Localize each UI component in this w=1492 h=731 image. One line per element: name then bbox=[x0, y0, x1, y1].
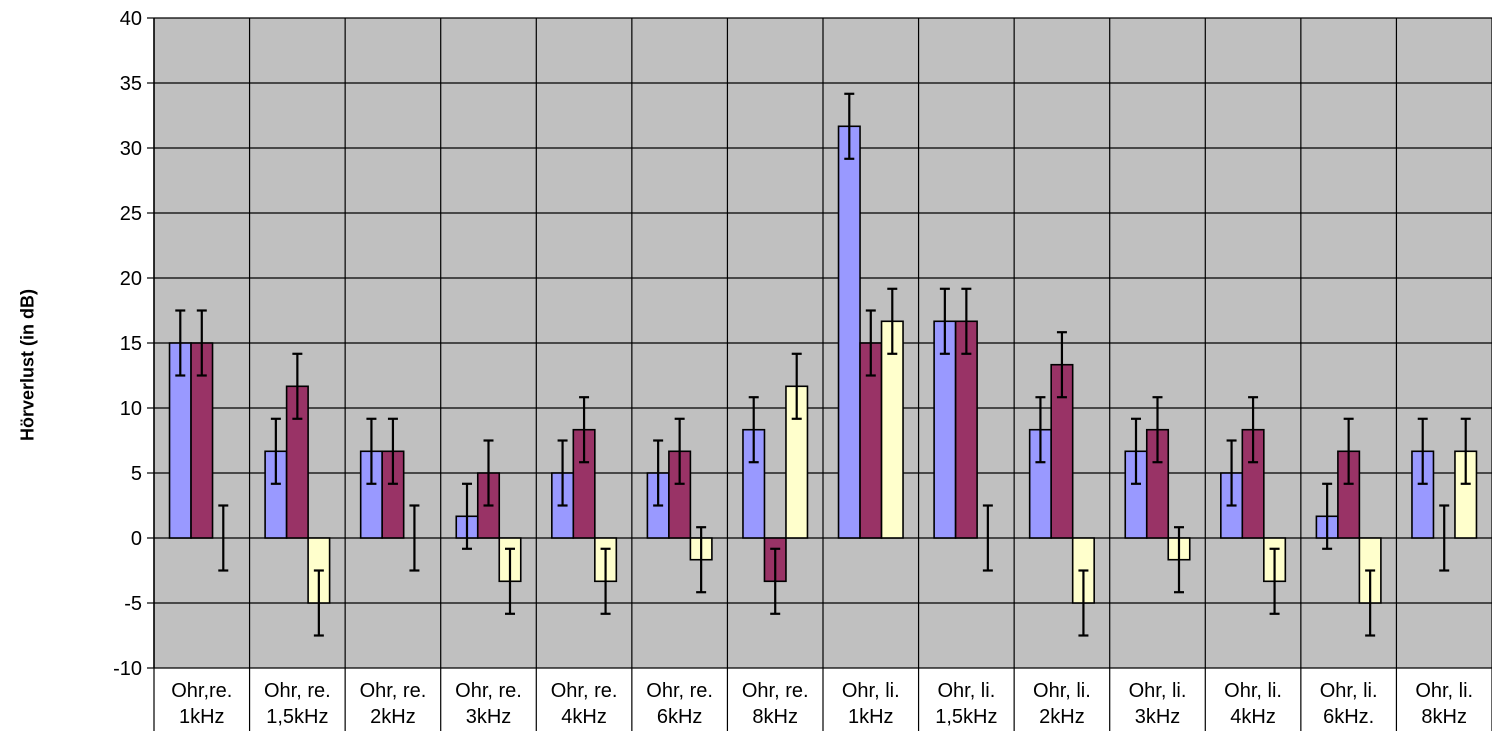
x-tick-label: 1kHz bbox=[848, 706, 894, 728]
x-tick-label: Ohr, re. bbox=[455, 680, 522, 702]
x-tick-label: Ohr, li. bbox=[1129, 680, 1187, 702]
x-tick-label: 8kHz bbox=[752, 706, 798, 728]
bar bbox=[837, 125, 861, 539]
x-tick-label: Ohr, re. bbox=[264, 680, 331, 702]
x-tick-label: 1,5kHz bbox=[935, 706, 997, 728]
x-tick-label: Ohr, li. bbox=[842, 680, 900, 702]
x-tick-label: Ohr, li. bbox=[1224, 680, 1282, 702]
x-tick-label: 4kHz bbox=[1230, 706, 1276, 728]
x-tick-label: Ohr, re. bbox=[646, 680, 713, 702]
x-tick-label: 2kHz bbox=[370, 706, 416, 728]
y-tick-label: -5 bbox=[124, 593, 142, 615]
x-tick-label: 1kHz bbox=[179, 706, 225, 728]
y-tick-label: 40 bbox=[120, 8, 142, 30]
x-tick-label: 6kHz. bbox=[1323, 706, 1374, 728]
y-tick-label: 5 bbox=[131, 463, 142, 485]
x-tick-label: 1,5kHz bbox=[266, 706, 328, 728]
y-tick-label: 30 bbox=[120, 138, 142, 160]
y-tick-label: 35 bbox=[120, 73, 142, 95]
y-tick-label: 15 bbox=[120, 333, 142, 355]
y-axis-label: Hörverlust (in dB) bbox=[17, 288, 38, 442]
y-tick-label: 10 bbox=[120, 398, 142, 420]
y-tick-label: -10 bbox=[113, 658, 142, 680]
x-tick-label: Ohr, re. bbox=[551, 680, 618, 702]
x-tick-label: Ohr, re. bbox=[360, 680, 427, 702]
x-tick-label: Ohr, re. bbox=[742, 680, 809, 702]
x-tick-label: 3kHz bbox=[1135, 706, 1181, 728]
y-tick-label: 20 bbox=[120, 268, 142, 290]
x-tick-label: Ohr,re. bbox=[171, 680, 232, 702]
x-tick-label: Ohr, li. bbox=[937, 680, 995, 702]
x-tick-label: Ohr, li. bbox=[1415, 680, 1473, 702]
y-tick-label: 0 bbox=[131, 528, 142, 550]
x-tick-label: 8kHz bbox=[1421, 706, 1467, 728]
x-tick-label: 3kHz bbox=[466, 706, 512, 728]
y-tick-label: 25 bbox=[120, 203, 142, 225]
x-tick-label: 2kHz bbox=[1039, 706, 1085, 728]
x-tick-label: 6kHz bbox=[657, 706, 703, 728]
x-tick-label: 4kHz bbox=[561, 706, 607, 728]
x-tick-label: Ohr, li. bbox=[1033, 680, 1091, 702]
x-tick-label: Ohr, li. bbox=[1320, 680, 1378, 702]
